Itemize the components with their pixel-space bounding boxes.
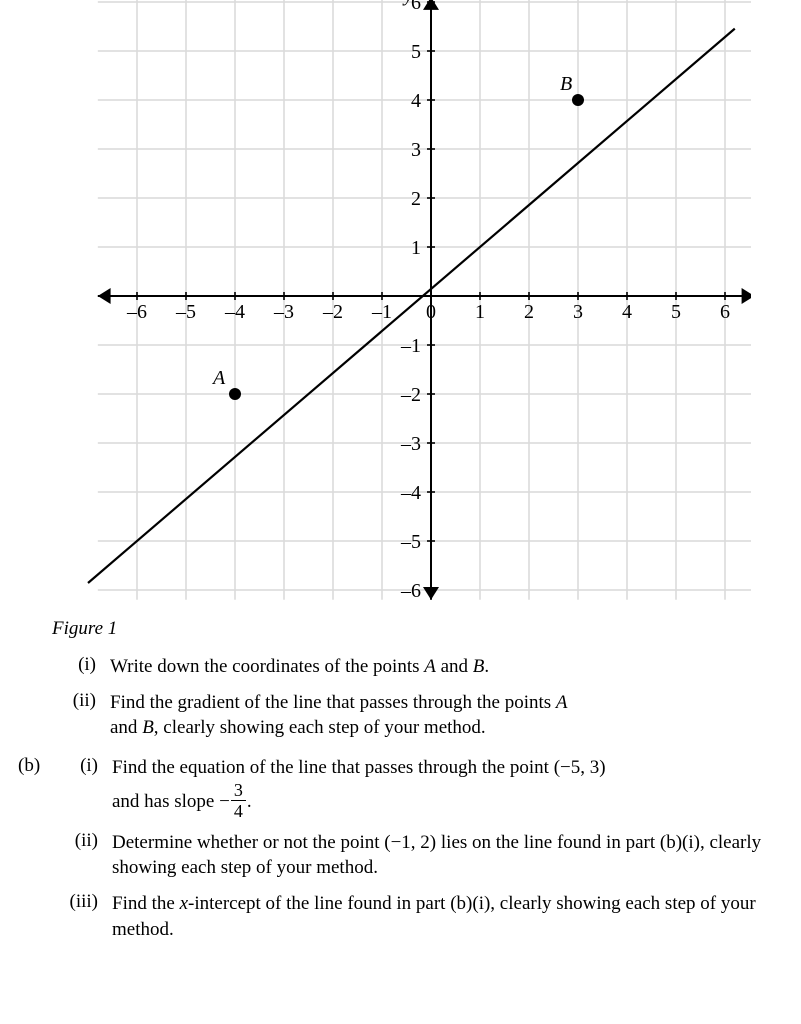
q-a-i-text: Write down the coordinates of the points… bbox=[110, 654, 783, 680]
q-b-ii-roman: (ii) bbox=[54, 830, 112, 852]
q-b-ii-prefix: Determine whether or not the point bbox=[112, 832, 384, 853]
svg-text:1: 1 bbox=[411, 237, 421, 259]
coordinate-chart: –6–5–4–3–2–10123456–6–5–4–3–2–1123456xyA… bbox=[51, 0, 751, 600]
q-b-ii-point: (−1, 2) bbox=[384, 832, 436, 853]
svg-text:–6: –6 bbox=[400, 580, 421, 600]
svg-text:6: 6 bbox=[720, 301, 730, 323]
svg-text:–5: –5 bbox=[400, 531, 421, 553]
slope-den: 4 bbox=[231, 801, 246, 820]
q-b-i-mid: and has slope bbox=[112, 791, 219, 812]
part-b-label: (b) bbox=[18, 755, 54, 777]
svg-text:–3: –3 bbox=[273, 301, 294, 323]
svg-text:1: 1 bbox=[475, 301, 485, 323]
chart-svg: –6–5–4–3–2–10123456–6–5–4–3–2–1123456xyA… bbox=[51, 0, 751, 600]
svg-text:–1: –1 bbox=[371, 301, 392, 323]
svg-text:A: A bbox=[211, 367, 226, 389]
q-a-i-roman: (i) bbox=[52, 654, 110, 676]
svg-text:y: y bbox=[402, 0, 413, 6]
svg-text:2: 2 bbox=[411, 188, 421, 210]
svg-text:–1: –1 bbox=[400, 335, 421, 357]
figure-label: Figure 1 bbox=[52, 618, 783, 640]
questions-part-a: (i) Write down the coordinates of the po… bbox=[52, 654, 783, 741]
svg-text:–2: –2 bbox=[400, 384, 421, 406]
q-b-i-point: (−5, 3) bbox=[554, 757, 606, 778]
svg-text:5: 5 bbox=[411, 41, 421, 63]
slope-fraction: 34 bbox=[231, 781, 246, 820]
svg-text:5: 5 bbox=[671, 301, 681, 323]
svg-text:–4: –4 bbox=[224, 301, 245, 323]
q-b-iii-roman: (iii) bbox=[54, 891, 112, 913]
q-b-i-suffix: . bbox=[247, 791, 252, 812]
svg-text:–6: –6 bbox=[126, 301, 147, 323]
q-a-ii-text: Find the gradient of the line that passe… bbox=[110, 690, 783, 741]
questions-part-b: (b) (i) Find the equation of the line th… bbox=[18, 755, 783, 942]
svg-text:3: 3 bbox=[411, 139, 421, 161]
svg-text:–4: –4 bbox=[400, 482, 421, 504]
svg-text:4: 4 bbox=[411, 90, 421, 112]
svg-text:4: 4 bbox=[622, 301, 632, 323]
svg-text:3: 3 bbox=[573, 301, 583, 323]
q-b-ii-text: Determine whether or not the point (−1, … bbox=[112, 830, 783, 881]
q-b-iii-suffix: -intercept of the line found in part (b)… bbox=[112, 893, 756, 940]
svg-text:–2: –2 bbox=[322, 301, 343, 323]
svg-text:–5: –5 bbox=[175, 301, 196, 323]
slope-num: 3 bbox=[231, 781, 246, 801]
q-b-i-roman: (i) bbox=[54, 755, 112, 777]
q-b-i-text: Find the equation of the line that passe… bbox=[112, 755, 783, 820]
q-a-ii-roman: (ii) bbox=[52, 690, 110, 712]
q-b-iii-prefix: Find the bbox=[112, 893, 180, 914]
q-b-iii-x: x bbox=[180, 893, 188, 914]
svg-text:0: 0 bbox=[426, 301, 436, 323]
svg-text:B: B bbox=[560, 73, 572, 95]
svg-text:2: 2 bbox=[524, 301, 534, 323]
q-b-iii-text: Find the x-intercept of the line found i… bbox=[112, 891, 783, 942]
svg-text:–3: –3 bbox=[400, 433, 421, 455]
q-b-i-prefix: Find the equation of the line that passe… bbox=[112, 757, 554, 778]
